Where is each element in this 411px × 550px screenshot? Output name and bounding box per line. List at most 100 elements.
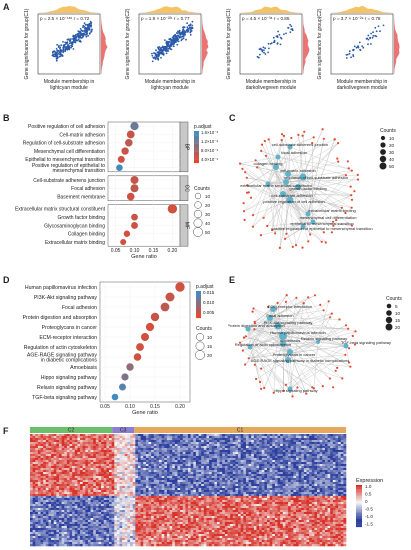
- heatmap-cell: [261, 490, 265, 493]
- heatmap-cell: [143, 490, 147, 493]
- scatter-point: [56, 43, 58, 46]
- heatmap-cell: [30, 466, 33, 469]
- network-edge: [260, 221, 314, 236]
- heatmap-cell: [206, 488, 210, 491]
- heatmap-cell: [69, 464, 73, 467]
- heatmap-cell: [35, 472, 39, 475]
- heatmap-cell: [98, 456, 102, 459]
- heatmap-cell: [116, 446, 120, 449]
- scatter-point: [285, 32, 287, 35]
- heatmap-cell: [132, 482, 136, 485]
- gene-node: [320, 240, 323, 243]
- heatmap-cell: [169, 456, 173, 459]
- heatmap-cell: [298, 482, 302, 485]
- gene-node: [260, 143, 264, 146]
- heatmap-cell: [51, 488, 54, 491]
- heatmap-cell: [219, 460, 223, 463]
- heatmap-cell: [269, 452, 273, 455]
- heatmap-cell: [69, 472, 73, 475]
- heatmap-cell: [211, 444, 215, 447]
- heatmap-cell: [172, 434, 176, 437]
- heatmap-cell: [151, 486, 155, 489]
- heatmap-cell: [193, 442, 197, 445]
- heatmap-cell: [288, 488, 291, 491]
- heatmap-cell: [216, 480, 220, 483]
- scatter-point: [66, 41, 69, 44]
- colorbar-segment: [196, 309, 201, 311]
- heatmap-cell: [37, 460, 41, 463]
- heatmap-cell: [116, 490, 120, 493]
- heatmap-cell: [317, 476, 320, 479]
- heatmap-cell: [43, 442, 47, 445]
- gene-node: [253, 363, 256, 366]
- heatmap-cell: [288, 468, 291, 471]
- heatmap-cell: [330, 488, 334, 491]
- heatmap-cell: [122, 444, 126, 447]
- dot-marker: [126, 130, 135, 139]
- heatmap-cell: [37, 458, 41, 461]
- heatmap-cell: [135, 450, 139, 453]
- heatmap-cell: [130, 476, 133, 479]
- heatmap-cell: [172, 492, 176, 495]
- heatmap-cell: [119, 486, 123, 489]
- heatmap-cell: [132, 456, 136, 459]
- heatmap-cell: [248, 458, 252, 461]
- heatmap-cell: [109, 446, 112, 449]
- heatmap-cell: [151, 462, 155, 465]
- heatmap-cell: [151, 478, 155, 481]
- heatmap-cell: [161, 434, 165, 437]
- heatmap-cell: [203, 480, 207, 483]
- heatmap-cell: [343, 476, 347, 479]
- heatmap-cell: [177, 486, 181, 489]
- heatmap-cell: [58, 494, 62, 497]
- heatmap-cell: [198, 438, 202, 441]
- dot-marker: [119, 383, 126, 391]
- heatmap-cell: [45, 472, 49, 475]
- gene-node: [264, 154, 268, 157]
- heatmap-cell: [190, 448, 194, 451]
- heatmap-cell: [98, 486, 102, 489]
- heatmap-cell: [195, 440, 199, 443]
- heatmap-cell: [127, 486, 131, 489]
- heatmap-cell: [340, 472, 344, 475]
- heatmap-cell: [340, 490, 344, 493]
- heatmap-cell: [45, 436, 49, 439]
- heatmap-cell: [53, 458, 57, 461]
- heatmap-cell: [37, 468, 41, 471]
- heatmap-cell: [272, 438, 276, 441]
- heatmap-cell: [314, 482, 318, 485]
- heatmap-cell: [206, 482, 210, 485]
- heatmap-cell: [161, 450, 165, 453]
- heatmap-cell: [330, 486, 334, 489]
- heatmap-cell: [106, 436, 110, 439]
- heatmap-cell: [111, 458, 115, 461]
- heatmap-cell: [251, 492, 255, 495]
- heatmap-cell: [327, 446, 331, 449]
- heatmap-cell: [203, 434, 207, 437]
- heatmap-cell: [77, 458, 81, 461]
- heatmap-cell: [37, 434, 41, 437]
- heatmap-cell: [224, 460, 228, 463]
- heatmap-cell: [277, 482, 281, 485]
- heatmap-cell: [169, 466, 173, 469]
- heatmap-cell: [188, 466, 191, 469]
- scatter-point: [168, 46, 171, 49]
- heatmap-cell: [82, 470, 86, 473]
- network-edge: [302, 170, 352, 178]
- heatmap-cell: [219, 446, 223, 449]
- gene-node: [260, 367, 263, 370]
- heatmap-cell: [314, 448, 318, 451]
- heatmap-cell: [306, 450, 310, 453]
- heatmap-cell: [195, 446, 199, 449]
- heatmap-cell: [240, 458, 244, 461]
- heatmap-cell: [35, 468, 39, 471]
- heatmap-cell: [282, 438, 286, 441]
- heatmap-cell: [164, 464, 168, 467]
- heatmap-cell: [161, 464, 165, 467]
- heatmap-cell: [285, 466, 289, 469]
- heatmap-cell: [148, 482, 152, 485]
- heatmap-cell: [119, 478, 123, 481]
- right-density: [394, 14, 400, 74]
- scatter-point: [174, 41, 177, 43]
- heatmap-cell: [274, 462, 278, 465]
